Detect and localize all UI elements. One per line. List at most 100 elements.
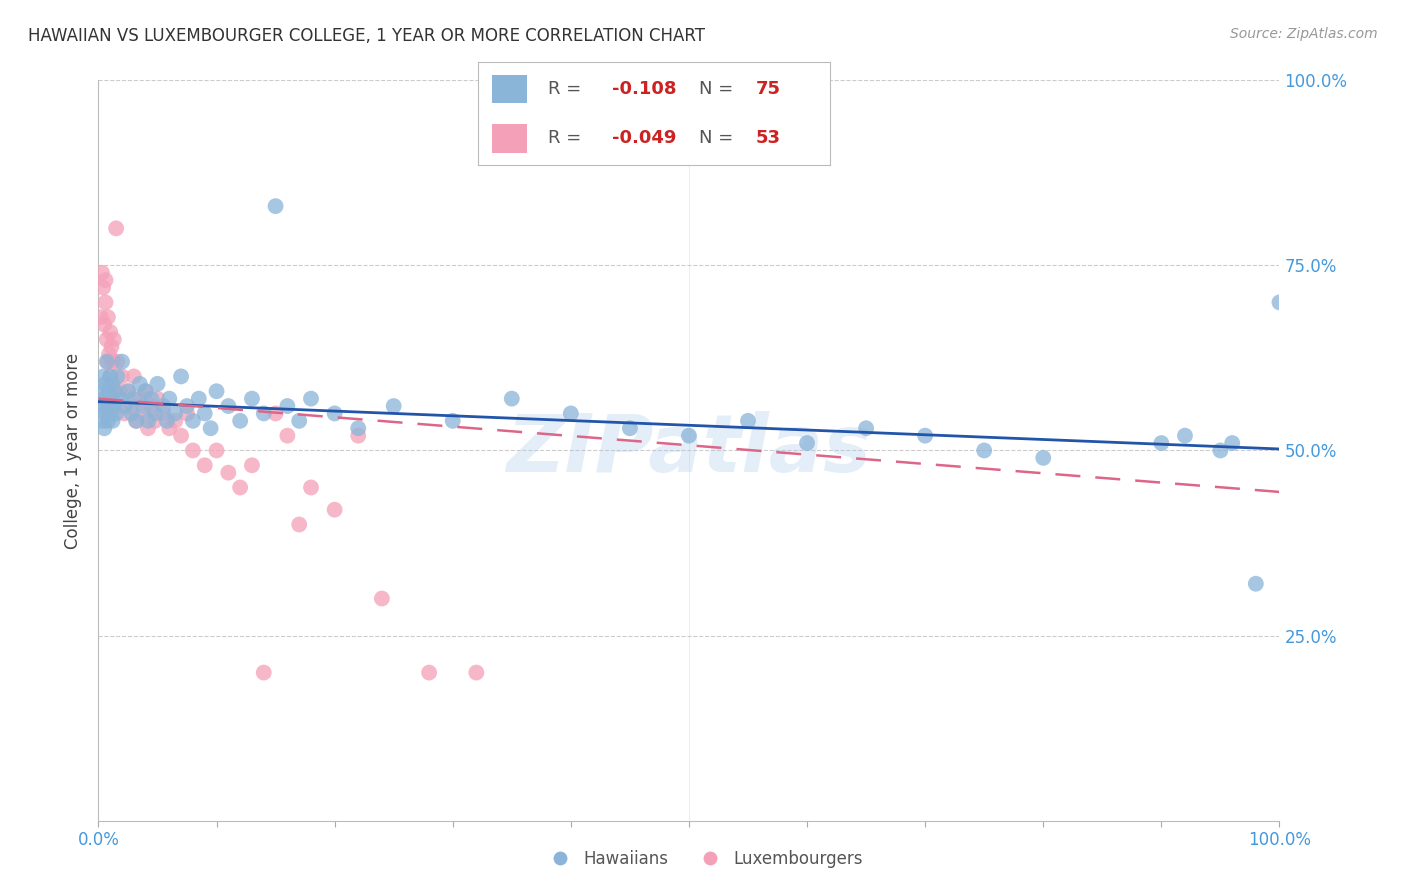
Point	[94, 376, 117, 391]
Point	[181, 443, 204, 458]
Point	[229, 480, 252, 494]
Point	[100, 340, 122, 354]
Point	[91, 280, 114, 294]
FancyBboxPatch shape	[492, 75, 527, 103]
Point	[1268, 295, 1291, 310]
Point	[135, 384, 157, 399]
Point	[132, 407, 155, 421]
Point	[121, 407, 143, 421]
Text: ZIPatlas: ZIPatlas	[506, 411, 872, 490]
Point	[143, 407, 166, 421]
Point	[288, 414, 311, 428]
Point	[91, 266, 114, 280]
Point	[156, 414, 179, 428]
Point	[796, 436, 818, 450]
Point	[96, 354, 118, 368]
Point	[96, 399, 118, 413]
Point	[97, 354, 120, 368]
Point	[91, 369, 114, 384]
Point	[103, 399, 125, 413]
Point	[143, 414, 166, 428]
Point	[136, 414, 159, 428]
Point	[105, 221, 128, 235]
Point	[347, 421, 370, 435]
Legend: Hawaiians, Luxembourgers: Hawaiians, Luxembourgers	[537, 844, 869, 875]
Point	[105, 354, 128, 368]
Text: -0.049: -0.049	[612, 129, 676, 147]
Point	[678, 428, 700, 442]
Point	[98, 347, 121, 361]
Point	[125, 414, 148, 428]
Point	[187, 392, 209, 406]
Point	[240, 392, 263, 406]
Point	[104, 384, 127, 399]
Point	[176, 399, 198, 413]
Text: -0.108: -0.108	[612, 80, 676, 98]
Point	[111, 369, 134, 384]
Point	[152, 399, 174, 413]
Point	[97, 414, 120, 428]
Point	[200, 421, 222, 435]
Point	[90, 399, 112, 413]
Text: N =: N =	[700, 129, 740, 147]
Point	[103, 332, 125, 346]
Point	[141, 399, 163, 413]
Text: R =: R =	[548, 129, 588, 147]
Text: 75: 75	[756, 80, 780, 98]
Point	[96, 332, 118, 346]
Point	[240, 458, 263, 473]
Point	[141, 392, 163, 406]
Point	[108, 384, 131, 399]
Point	[1032, 450, 1054, 465]
Point	[323, 502, 346, 516]
Point	[1244, 576, 1267, 591]
Point	[94, 273, 117, 287]
Point	[128, 376, 150, 391]
Point	[1220, 436, 1243, 450]
Point	[98, 399, 121, 413]
Point	[91, 384, 114, 399]
Point	[108, 392, 131, 406]
Point	[98, 369, 121, 384]
Point	[91, 414, 114, 428]
Point	[122, 392, 145, 406]
Point	[100, 392, 122, 406]
Point	[217, 466, 239, 480]
Point	[101, 414, 124, 428]
Point	[170, 369, 193, 384]
Point	[97, 310, 120, 325]
Point	[217, 399, 239, 413]
Point	[165, 414, 187, 428]
Point	[264, 199, 287, 213]
Point	[170, 428, 193, 442]
Point	[128, 392, 150, 406]
Text: 53: 53	[756, 129, 780, 147]
Point	[194, 458, 217, 473]
Point	[501, 392, 523, 406]
Point	[117, 384, 139, 399]
Point	[98, 325, 121, 339]
Point	[101, 376, 124, 391]
Point	[98, 407, 121, 421]
Point	[105, 407, 128, 421]
Point	[276, 399, 298, 413]
Point	[441, 414, 464, 428]
Point	[737, 414, 759, 428]
Point	[299, 480, 322, 494]
Text: Source: ZipAtlas.com: Source: ZipAtlas.com	[1230, 27, 1378, 41]
Point	[93, 392, 115, 406]
Point	[205, 443, 228, 458]
Point	[90, 310, 112, 325]
Point	[157, 392, 180, 406]
Point	[122, 369, 145, 384]
Point	[98, 369, 121, 384]
Point	[157, 421, 180, 435]
Point	[619, 421, 641, 435]
Point	[97, 384, 120, 399]
Point	[93, 318, 115, 332]
Text: R =: R =	[548, 80, 588, 98]
Point	[855, 421, 877, 435]
Point	[104, 384, 127, 399]
Point	[135, 384, 157, 399]
Point	[165, 407, 187, 421]
